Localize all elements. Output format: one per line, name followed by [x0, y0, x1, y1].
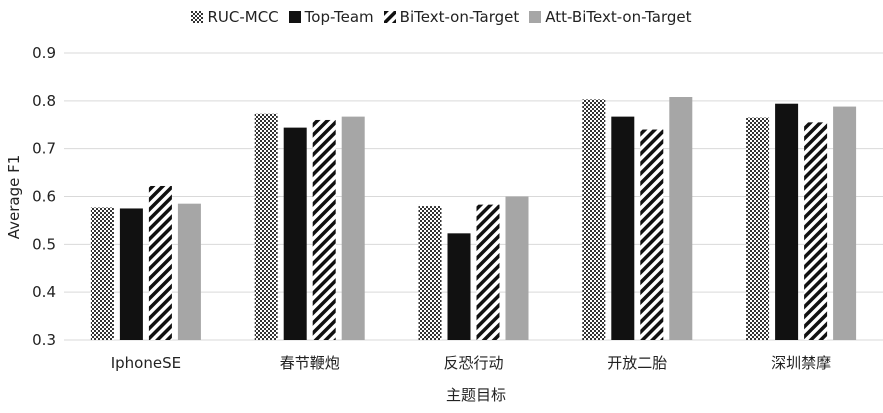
bar	[148, 185, 172, 340]
legend-swatch-ruc-mcc	[191, 11, 204, 23]
legend-item-att-bitext-on-target: Att-BiText-on-Target	[529, 8, 692, 26]
bar	[177, 203, 201, 340]
legend-item-bitext-on-target: BiText-on-Target	[383, 8, 520, 26]
y-tick-label: 0.3	[32, 331, 56, 349]
x-tick-label: IphoneSE	[111, 354, 181, 372]
legend-label: RUC-MCC	[207, 8, 279, 26]
bar	[254, 113, 278, 340]
bar	[283, 127, 307, 341]
legend-label: Top-Team	[304, 8, 374, 26]
y-tick-label: 0.5	[32, 235, 56, 253]
bar	[119, 208, 143, 340]
legend-label: Att-BiText-on-Target	[545, 8, 692, 26]
y-tick-label: 0.9	[32, 44, 56, 62]
bar	[669, 97, 693, 340]
bar	[447, 233, 471, 340]
bar	[418, 206, 442, 340]
bar	[341, 116, 365, 340]
x-axis-label: 主题目标	[446, 386, 506, 404]
x-tick-label: 深圳禁摩	[771, 354, 831, 372]
legend-item-top-team: Top-Team	[288, 8, 374, 26]
bar	[505, 196, 529, 340]
legend-item-ruc-mcc: RUC-MCC	[191, 8, 279, 26]
x-tick-label: 反恐行动	[443, 354, 503, 372]
y-axis-label: Average F1	[5, 155, 23, 240]
bar	[476, 204, 500, 340]
x-tick-label: 春节鞭炮	[280, 354, 340, 372]
bar	[746, 117, 770, 340]
x-tick-label: 开放二胎	[607, 354, 667, 372]
y-tick-label: 0.4	[32, 283, 56, 301]
legend-swatch-top-team	[288, 11, 301, 23]
legend-swatch-bitext-on-target	[383, 11, 396, 23]
bar	[833, 106, 857, 340]
bar	[582, 99, 606, 340]
bar	[775, 103, 799, 340]
y-tick-label: 0.7	[32, 140, 56, 158]
y-tick-label: 0.8	[32, 92, 56, 110]
bar	[640, 129, 664, 340]
bar	[312, 119, 336, 340]
bar	[611, 116, 635, 340]
y-tick-label: 0.6	[32, 188, 56, 206]
legend-swatch-att-bitext-on-target	[529, 11, 542, 23]
legend: RUC-MCC Top-Team BiText-on-Target Att-Bi…	[0, 8, 883, 26]
bar	[804, 122, 828, 340]
bar	[90, 207, 114, 340]
legend-label: BiText-on-Target	[399, 8, 520, 26]
